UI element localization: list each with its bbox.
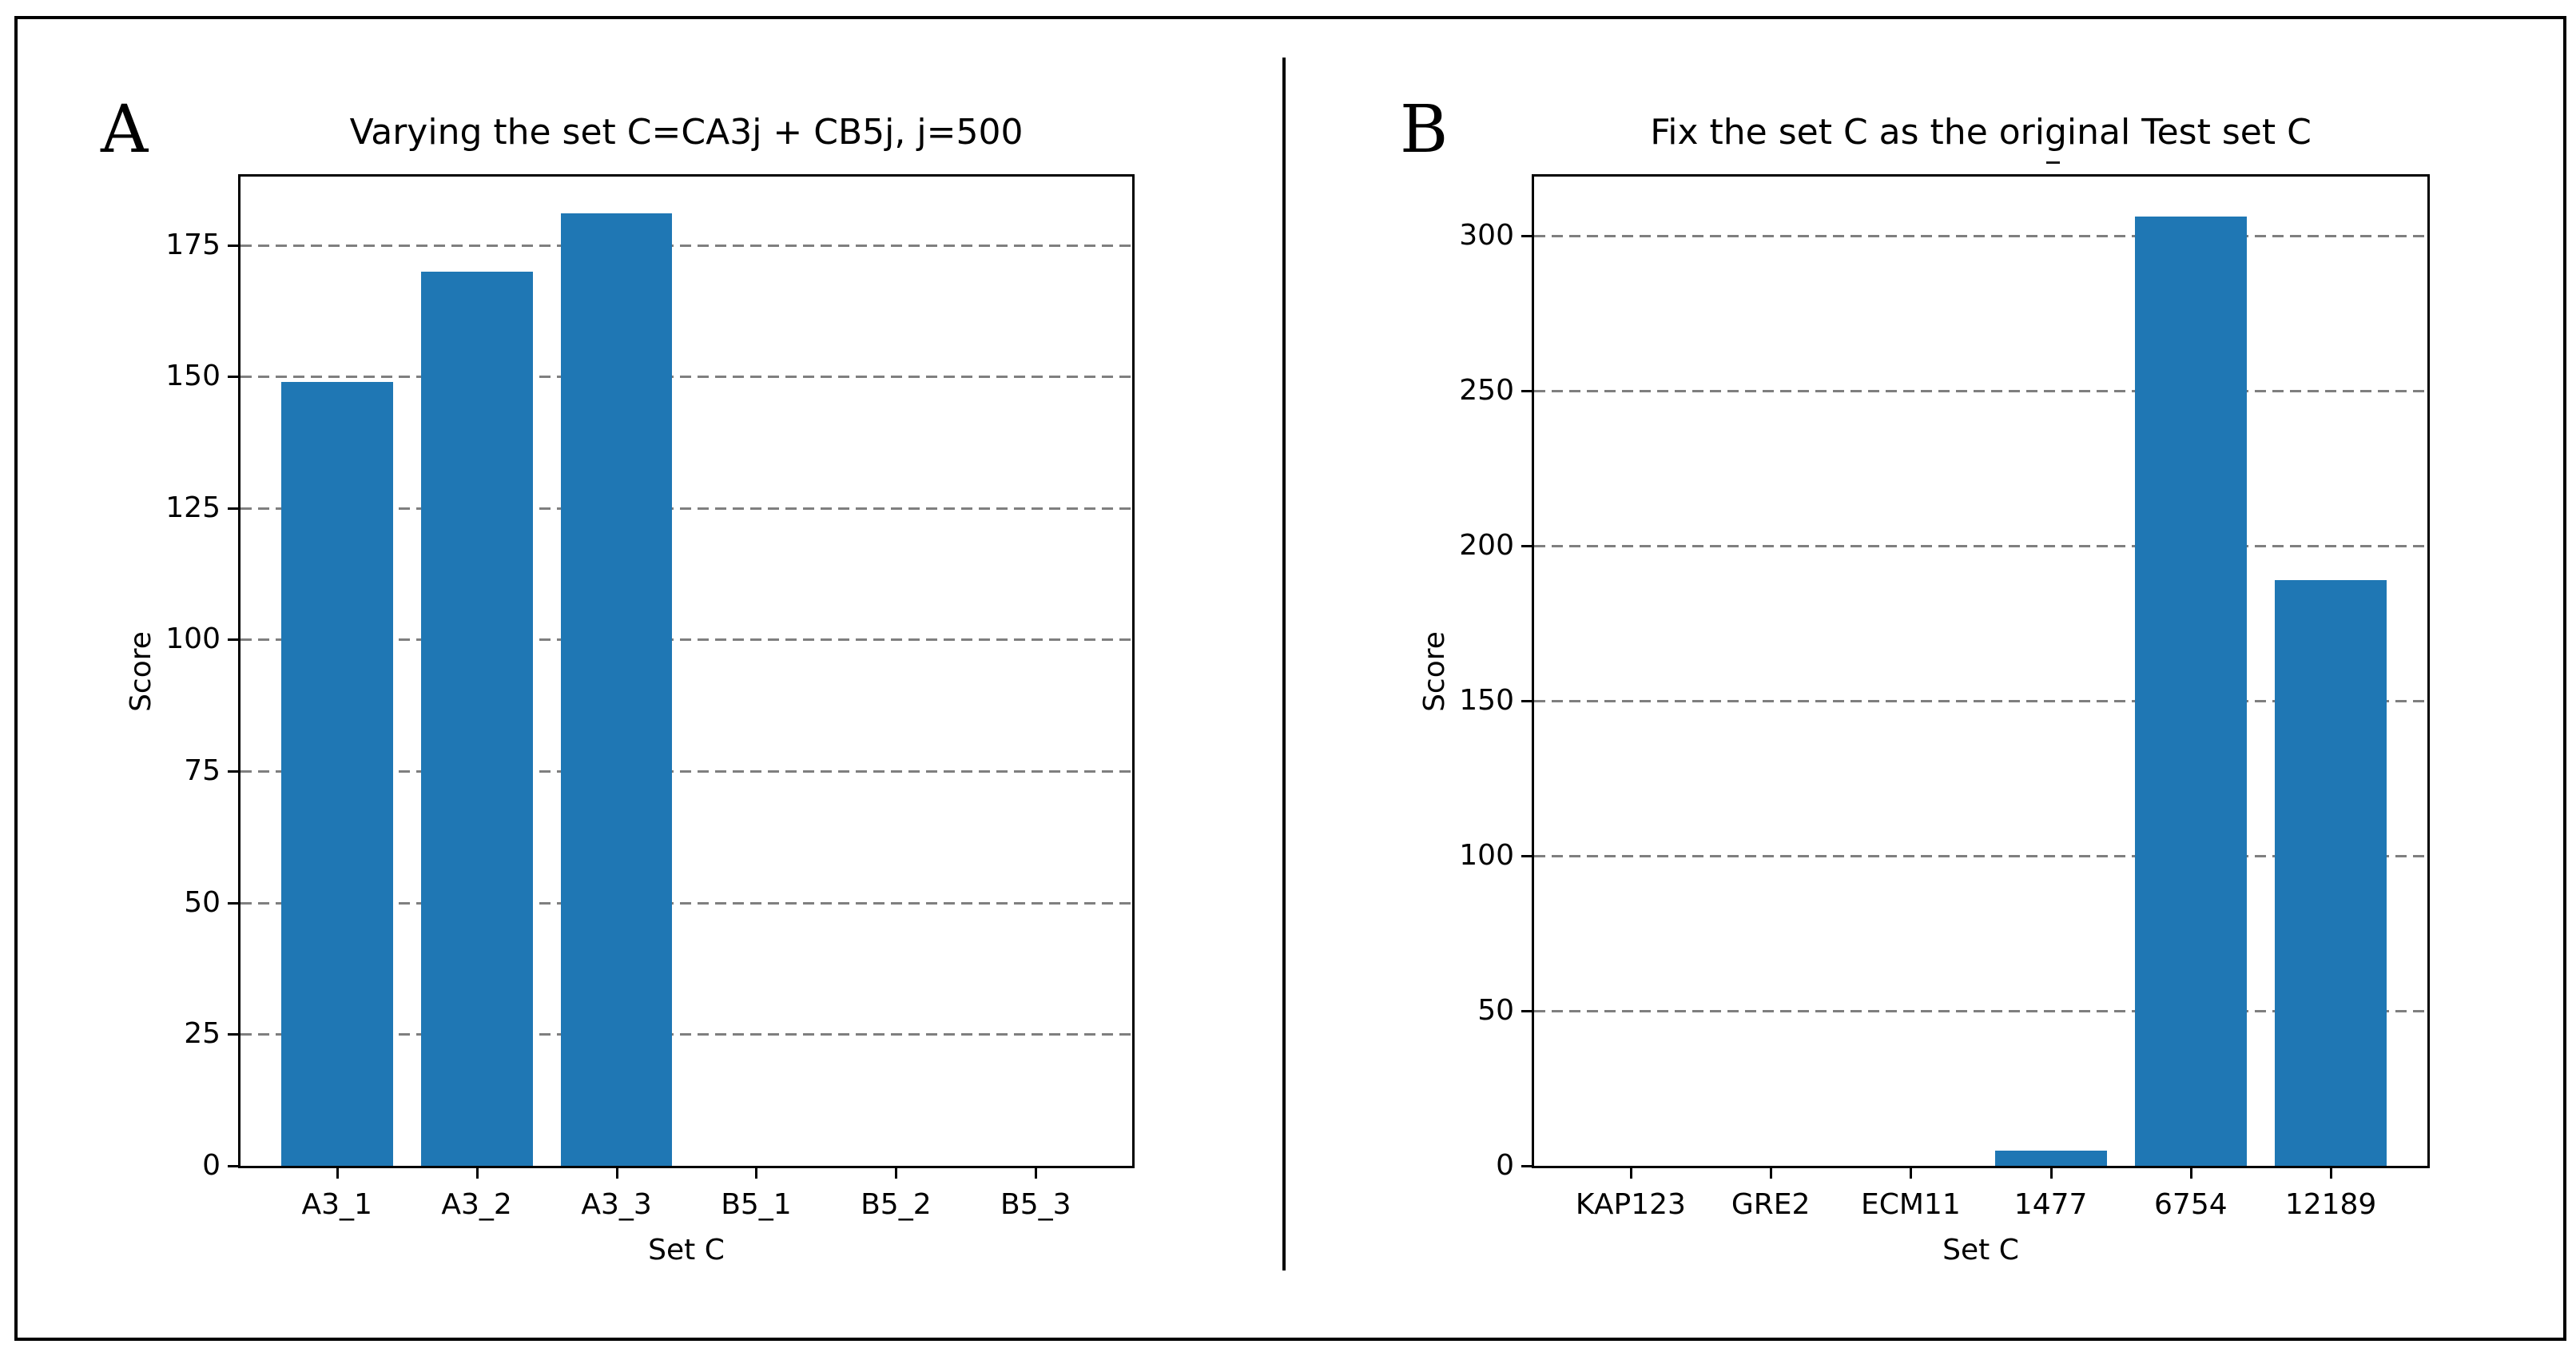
y-tick-label: 150 [165, 360, 221, 393]
chart-title-a: Varying the set C=CA3j + CB5j, j=500 [349, 112, 1024, 153]
x-tick-mark [1770, 1168, 1773, 1179]
y-tick-mark [1521, 854, 1532, 857]
y-tick-label: 200 [1459, 528, 1514, 562]
y-axis-label-a: Score [123, 174, 158, 1168]
y-tick-mark [228, 1033, 238, 1036]
x-tick-label: 1477 [2013, 1188, 2088, 1221]
y-tick-label: 75 [184, 754, 221, 788]
bar-A3_3 [560, 213, 673, 1166]
y-axis-label-text-b: Score [1417, 630, 1451, 712]
x-tick-label: B5_1 [721, 1188, 792, 1221]
y-tick-mark [1521, 544, 1532, 547]
y-tick-label: 125 [165, 491, 221, 524]
x-tick-mark [1035, 1168, 1038, 1179]
y-tick-mark [228, 244, 238, 247]
gridline [1534, 544, 2427, 547]
bar-12189 [2274, 579, 2387, 1166]
x-tick-label: ECM11 [1860, 1188, 1961, 1221]
x-tick-mark [336, 1168, 339, 1179]
gridline [241, 244, 1132, 247]
y-axis-label-b: Score [1417, 174, 1452, 1168]
panel-divider [1282, 58, 1286, 1270]
y-tick-label: 100 [165, 622, 221, 656]
x-tick-label: A3_3 [581, 1188, 652, 1221]
y-tick-label: 150 [1459, 683, 1514, 717]
y-tick-label: 0 [1496, 1149, 1514, 1182]
y-tick-label: 50 [184, 885, 221, 919]
plot-area-b [1532, 174, 2430, 1168]
panel-letter-a: A [101, 92, 149, 168]
gridline [241, 376, 1132, 379]
y-tick-mark [1521, 1009, 1532, 1012]
gridline [1534, 699, 2427, 702]
y-tick-label: 25 [184, 1017, 221, 1051]
x-tick-mark [615, 1168, 618, 1179]
x-axis-label-a: Set C [648, 1234, 725, 1267]
panel-letter-b: B [1400, 92, 1449, 168]
x-tick-mark [895, 1168, 898, 1179]
y-axis-label-text-a: Score [124, 630, 157, 712]
gridline [241, 638, 1132, 642]
title-underline-artifact [2046, 161, 2060, 164]
x-tick-label: KAP123 [1575, 1188, 1686, 1221]
x-tick-label: A3_2 [441, 1188, 512, 1221]
gridline [1534, 389, 2427, 392]
y-tick-label: 175 [165, 228, 221, 261]
bar-A3_1 [280, 381, 393, 1166]
y-tick-mark [1521, 234, 1532, 237]
y-tick-mark [228, 376, 238, 379]
x-tick-label: 6754 [2154, 1188, 2228, 1221]
x-tick-label: B5_2 [861, 1188, 932, 1221]
y-tick-mark [228, 770, 238, 773]
y-tick-mark [228, 1165, 238, 1167]
x-axis-label-b: Set C [1942, 1234, 2019, 1267]
x-tick-label: GRE2 [1731, 1188, 1811, 1221]
gridline [1534, 854, 2427, 857]
gridline [241, 770, 1132, 773]
gridline [241, 1033, 1132, 1036]
y-tick-label: 50 [1477, 993, 1514, 1027]
x-tick-mark [1629, 1168, 1632, 1179]
gridline [1534, 1009, 2427, 1012]
bar-6754 [2134, 217, 2247, 1166]
chart-title-b: Fix the set C as the original Test set C [1650, 112, 2312, 153]
y-tick-mark [228, 507, 238, 510]
bar-1477 [1994, 1150, 2107, 1166]
x-tick-mark [2189, 1168, 2192, 1179]
gridline [1534, 234, 2427, 237]
y-tick-mark [1521, 1165, 1532, 1167]
y-tick-label: 100 [1459, 838, 1514, 872]
y-tick-label: 300 [1459, 218, 1514, 252]
y-tick-mark [1521, 389, 1532, 392]
y-tick-mark [228, 638, 238, 642]
x-tick-label: A3_1 [301, 1188, 372, 1221]
y-tick-label: 250 [1459, 373, 1514, 407]
x-tick-mark [2049, 1168, 2053, 1179]
x-tick-mark [475, 1168, 479, 1179]
y-tick-mark [1521, 699, 1532, 702]
x-tick-mark [755, 1168, 758, 1179]
gridline [241, 901, 1132, 905]
y-tick-mark [228, 901, 238, 905]
x-tick-label: 12189 [2284, 1188, 2377, 1221]
bar-A3_2 [420, 271, 533, 1166]
plot-area-a [238, 174, 1135, 1168]
gridline [241, 507, 1132, 510]
figure-border [14, 16, 2566, 1341]
y-tick-label: 0 [202, 1149, 221, 1182]
x-tick-label: B5_3 [1000, 1188, 1071, 1221]
x-tick-mark [2330, 1168, 2333, 1179]
x-tick-mark [1910, 1168, 1913, 1179]
